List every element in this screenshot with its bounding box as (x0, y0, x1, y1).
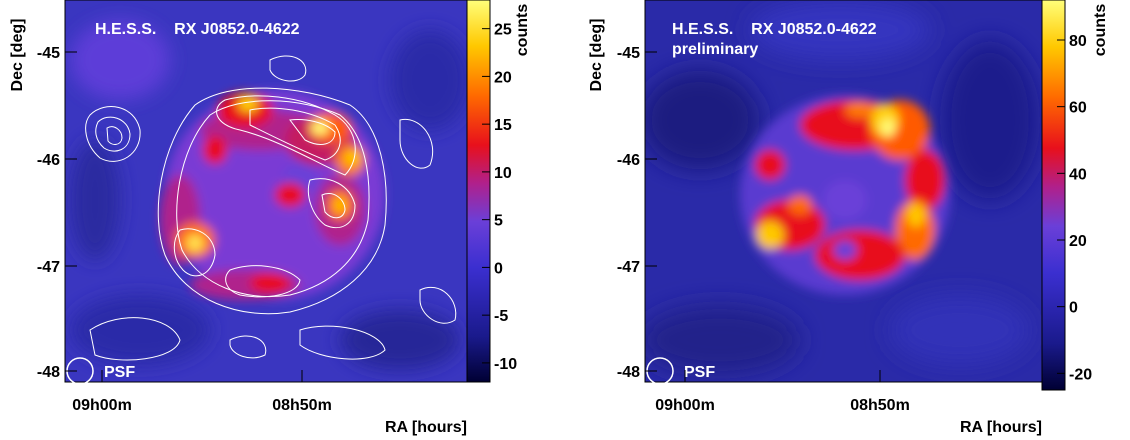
right-y-axis-label: Dec [deg] (588, 19, 605, 92)
right-chart-title: H.E.S.S. RX J0852.0-4622 (672, 21, 877, 38)
colorbar-tick-label: 0 (1069, 300, 1078, 317)
left-panel: 25 20 15 10 5 0 -5 -10 counts H.E.S.S. RX J0852… (9, 0, 531, 436)
colorbar-tick-label: 0 (494, 260, 503, 277)
y-tick-label: -47 (617, 259, 640, 276)
y-tick-label: -46 (37, 152, 60, 169)
x-tick-label: 09h00m (72, 397, 132, 414)
y-tick-label: -46 (617, 152, 640, 169)
right-panel: 80 60 40 20 0 -20 counts H.E.S.S. RX J0852.0-… (588, 0, 1109, 436)
colorbar-tick-label: 20 (494, 69, 512, 86)
right-colorbar-label: counts (1092, 4, 1109, 57)
left-chart-title: H.E.S.S. RX J0852.0-4622 (95, 21, 300, 38)
x-tick-label: 09h00m (655, 397, 715, 414)
x-tick-label: 08h50m (850, 397, 910, 414)
y-tick-label: -47 (37, 259, 60, 276)
colorbar-tick-label: -5 (494, 308, 508, 325)
left-y-axis-label: Dec [deg] (9, 19, 26, 92)
left-colorbar: 25 20 15 10 5 0 -5 -10 (466, 0, 517, 383)
y-tick-label: -45 (37, 45, 60, 62)
right-heatmap (645, 0, 1042, 382)
x-tick-label: 08h50m (272, 397, 332, 414)
colorbar-tick-label: 60 (1069, 100, 1087, 117)
colorbar-tick-label: 10 (494, 165, 512, 182)
left-colorbar-label: counts (514, 4, 531, 57)
colorbar-tick-label: -20 (1069, 366, 1092, 383)
colorbar-tick-label: 20 (1069, 233, 1087, 250)
colorbar-tick-label: 25 (494, 22, 512, 39)
colorbar-tick-label: 5 (494, 213, 503, 230)
right-x-axis-label: RA [hours] (960, 419, 1042, 436)
left-x-axis-label: RA [hours] (385, 419, 467, 436)
right-psf-label: PSF (684, 364, 715, 381)
left-psf-label: PSF (104, 364, 135, 381)
y-tick-label: -45 (617, 45, 640, 62)
y-tick-label: -48 (617, 364, 640, 381)
y-tick-label: -48 (37, 364, 60, 381)
colorbar-tick-label: 15 (494, 117, 512, 134)
colorbar-tick-label: 80 (1069, 33, 1087, 50)
colorbar-tick-label: -10 (494, 356, 517, 373)
left-heatmap (65, 0, 467, 382)
x-ray-contours (85, 55, 457, 361)
right-chart-subtitle: preliminary (672, 41, 758, 58)
colorbar-tick-label: 40 (1069, 166, 1087, 183)
right-colorbar: 80 60 40 20 0 -20 (1041, 0, 1092, 391)
